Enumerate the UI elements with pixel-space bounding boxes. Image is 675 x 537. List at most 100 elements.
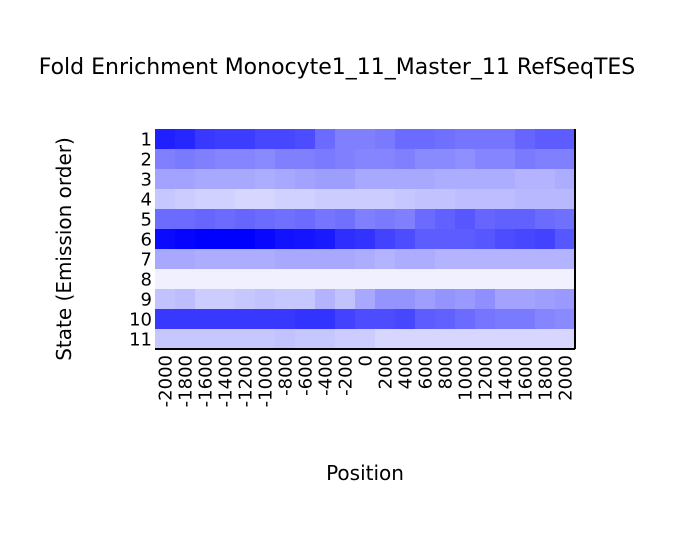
row-tick-label: 9 <box>141 290 152 311</box>
heatmap-cell <box>355 129 376 150</box>
heatmap-cell <box>275 289 296 310</box>
heatmap-cell <box>535 269 556 290</box>
heatmap-cell <box>395 269 416 290</box>
heatmap-cell <box>475 169 496 190</box>
heatmap-cell <box>155 329 176 350</box>
heatmap-cell <box>515 329 536 350</box>
heatmap-cell <box>175 289 196 310</box>
heatmap-cell <box>535 189 556 210</box>
heatmap-cell <box>535 329 556 350</box>
heatmap-cell <box>415 289 436 310</box>
heatmap-cell <box>215 209 236 230</box>
heatmap-cell <box>555 169 576 190</box>
heatmap-cell <box>215 229 236 250</box>
heatmap-cell <box>275 169 296 190</box>
heatmap-cell <box>415 209 436 230</box>
heatmap-cell <box>535 209 556 230</box>
heatmap-cell <box>395 289 416 310</box>
heatmap-cell <box>255 309 276 330</box>
column-labels: -2000 -1800 -1600 -1400 -1200 -1000 -800 -600 -4… <box>156 355 577 407</box>
heatmap-cell <box>335 229 356 250</box>
heatmap-cell <box>475 129 496 150</box>
heatmap-cell <box>375 329 396 350</box>
heatmap-cell <box>275 329 296 350</box>
x-axis-label: Position <box>326 461 404 485</box>
heatmap-cell <box>175 249 196 270</box>
heatmap-cell <box>355 189 376 210</box>
heatmap-cell <box>175 329 196 350</box>
heatmap-cell <box>295 249 316 270</box>
row-tick-label: 3 <box>141 170 152 191</box>
heatmap-cell <box>495 329 516 350</box>
heatmap-cell <box>395 169 416 190</box>
heatmap-cell <box>295 269 316 290</box>
row-tick-label: 7 <box>141 250 152 271</box>
heatmap-cell <box>235 169 256 190</box>
heatmap-cell <box>535 289 556 310</box>
heatmap-cell <box>455 209 476 230</box>
heatmap-cell <box>495 249 516 270</box>
column-tick-label: -1000 <box>256 355 277 407</box>
column-tick-label: 1600 <box>516 355 537 401</box>
heatmap-cell <box>455 229 476 250</box>
heatmap-cell <box>335 269 356 290</box>
heatmap-cell <box>215 309 236 330</box>
heatmap-cell <box>495 169 516 190</box>
heatmap-cell <box>215 289 236 310</box>
heatmap-cell <box>415 129 436 150</box>
heatmap-cell <box>435 189 456 210</box>
heatmap-cell <box>195 329 216 350</box>
heatmap-cell <box>275 229 296 250</box>
heatmap-cell <box>515 149 536 170</box>
heatmap-cell <box>375 189 396 210</box>
heatmap-cell <box>275 149 296 170</box>
heatmap-cell <box>155 289 176 310</box>
row-tick-label: 8 <box>141 270 152 291</box>
heatmap-cell <box>195 269 216 290</box>
heatmap-cell <box>255 129 276 150</box>
heatmap-cell <box>355 209 376 230</box>
heatmap-cell <box>335 329 356 350</box>
heatmap-cell <box>235 209 256 230</box>
heatmap-cell <box>255 329 276 350</box>
heatmap-cell <box>315 309 336 330</box>
heatmap-cell <box>215 149 236 170</box>
heatmap-cell <box>315 249 336 270</box>
y-axis-label: State (Emission order) <box>52 137 76 361</box>
heatmap-cell <box>195 249 216 270</box>
heatmap-cell <box>435 309 456 330</box>
heatmap-cell <box>315 169 336 190</box>
heatmap-cell <box>495 269 516 290</box>
heatmap-cell <box>215 189 236 210</box>
heatmap-cell <box>235 249 256 270</box>
heatmap-cell <box>335 129 356 150</box>
heatmap-cell <box>495 229 516 250</box>
chart-title: Fold Enrichment Monocyte1_11_Master_11 R… <box>39 55 636 80</box>
heatmap-cell <box>435 289 456 310</box>
heatmap-cell <box>315 189 336 210</box>
heatmap-cell <box>415 269 436 290</box>
heatmap-cell <box>395 189 416 210</box>
heatmap-cell <box>295 149 316 170</box>
heatmap-cell <box>315 129 336 150</box>
heatmap-cell <box>355 229 376 250</box>
row-tick-label: 6 <box>141 230 152 251</box>
heatmap-cell <box>175 209 196 230</box>
heatmap-cell <box>415 149 436 170</box>
heatmap-cell <box>355 269 376 290</box>
heatmap-cell <box>255 289 276 310</box>
heatmap-cell <box>475 189 496 210</box>
column-tick-label: -600 <box>296 355 317 396</box>
heatmap-cell <box>295 289 316 310</box>
heatmap-cell <box>475 229 496 250</box>
heatmap-cell <box>215 169 236 190</box>
heatmap-cell <box>435 209 456 230</box>
column-tick-label: -400 <box>316 355 337 396</box>
heatmap-cell <box>375 209 396 230</box>
heatmap-cell <box>155 149 176 170</box>
heatmap-cell <box>355 149 376 170</box>
heatmap-cell <box>435 169 456 190</box>
heatmap-cell <box>275 129 296 150</box>
column-tick-label: 200 <box>376 355 397 389</box>
heatmap-cell <box>395 309 416 330</box>
